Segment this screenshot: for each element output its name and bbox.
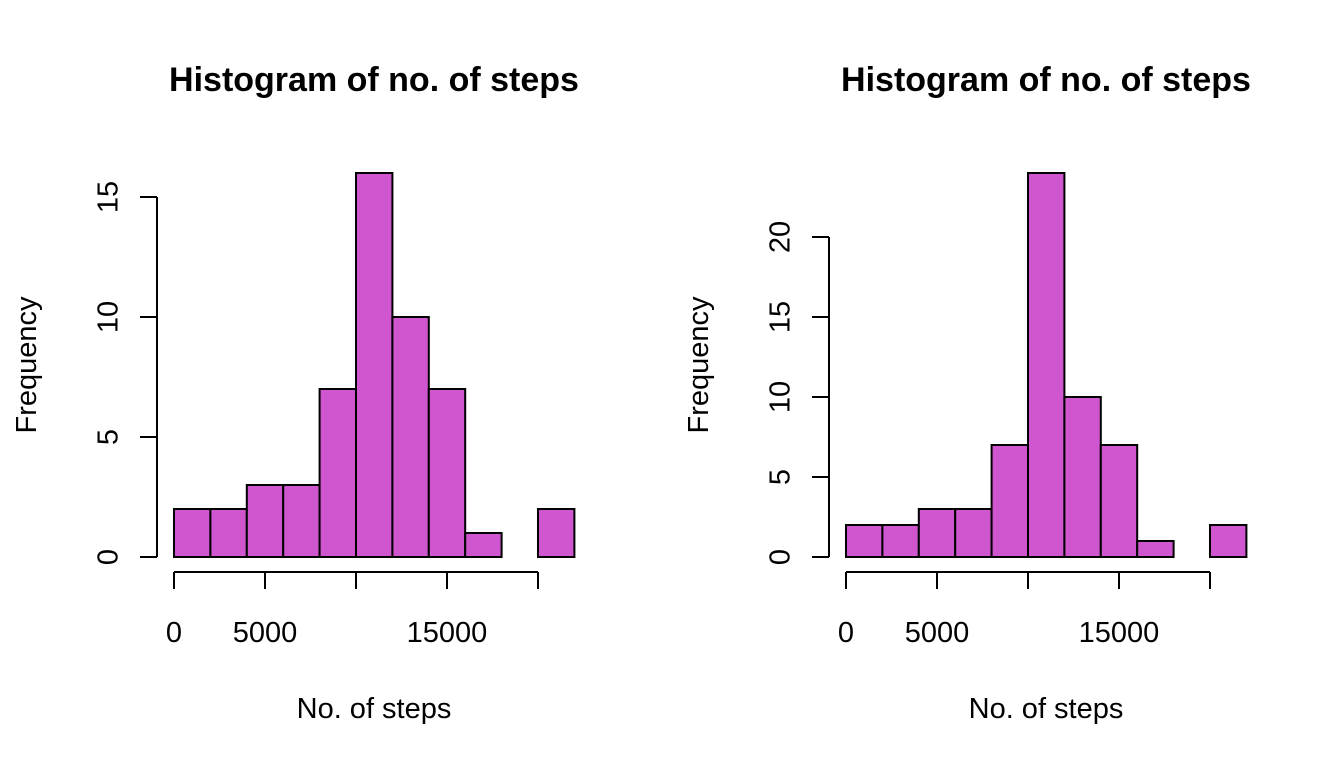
- y-tick-label: 5: [765, 469, 797, 485]
- x-tick-label: 5000: [905, 617, 970, 649]
- histogram-bar: [318, 388, 358, 558]
- x-axis-label: No. of steps: [969, 693, 1124, 725]
- x-tick-label: 15000: [1079, 617, 1160, 649]
- x-tick-label: 0: [838, 617, 854, 649]
- histogram-bar: [355, 172, 394, 558]
- histogram-bar: [881, 524, 920, 558]
- histogram-bar: [464, 532, 503, 558]
- chart-title: Histogram of no. of steps: [841, 61, 1251, 99]
- y-tick-label: 20: [765, 221, 797, 253]
- histogram-bar: [954, 508, 993, 558]
- histogram-bar: [537, 508, 576, 558]
- y-tick-label: 5: [93, 429, 125, 445]
- x-tick-label: 5000: [233, 617, 298, 649]
- y-tick-label: 15: [93, 181, 125, 213]
- histogram-bar: [990, 444, 1029, 558]
- histogram-bar: [391, 316, 430, 558]
- y-tick-label: 0: [93, 549, 125, 565]
- histogram-bar: [1063, 396, 1102, 558]
- y-tick-label: 10: [765, 381, 797, 413]
- histogram-bar: [245, 484, 285, 558]
- histogram-panel-left: Histogram of no. of steps No. of steps F…: [11, 61, 579, 725]
- y-axis: 0 5 10 15: [93, 181, 158, 565]
- y-axis: 0 5 10 15 20: [765, 221, 830, 565]
- histogram-bar: [209, 508, 248, 558]
- histogram-bar: [173, 508, 212, 558]
- histogram-bar: [1209, 524, 1248, 558]
- histogram-bar: [1136, 540, 1175, 558]
- bars-group: [173, 172, 576, 558]
- y-axis-label: Frequency: [11, 296, 43, 434]
- histogram-bar: [1027, 172, 1066, 558]
- histogram-bar: [282, 484, 321, 558]
- x-tick-label: 0: [166, 617, 182, 649]
- x-axis: 0 5000 15000: [838, 571, 1211, 649]
- x-axis-label: No. of steps: [297, 693, 452, 725]
- histogram-bar: [917, 508, 957, 558]
- histogram-bar: [845, 524, 884, 558]
- y-tick-label: 15: [765, 301, 797, 333]
- x-tick-label: 15000: [407, 617, 488, 649]
- histogram-bar: [1099, 444, 1139, 558]
- bars-group: [845, 172, 1248, 558]
- x-axis: 0 5000 15000: [166, 571, 539, 649]
- histogram-panel-right: Histogram of no. of steps No. of steps F…: [683, 61, 1251, 725]
- histogram-bar: [427, 388, 467, 558]
- y-tick-label: 0: [765, 549, 797, 565]
- chart-title: Histogram of no. of steps: [169, 61, 579, 99]
- y-axis-label: Frequency: [683, 296, 715, 434]
- y-tick-label: 10: [93, 301, 125, 333]
